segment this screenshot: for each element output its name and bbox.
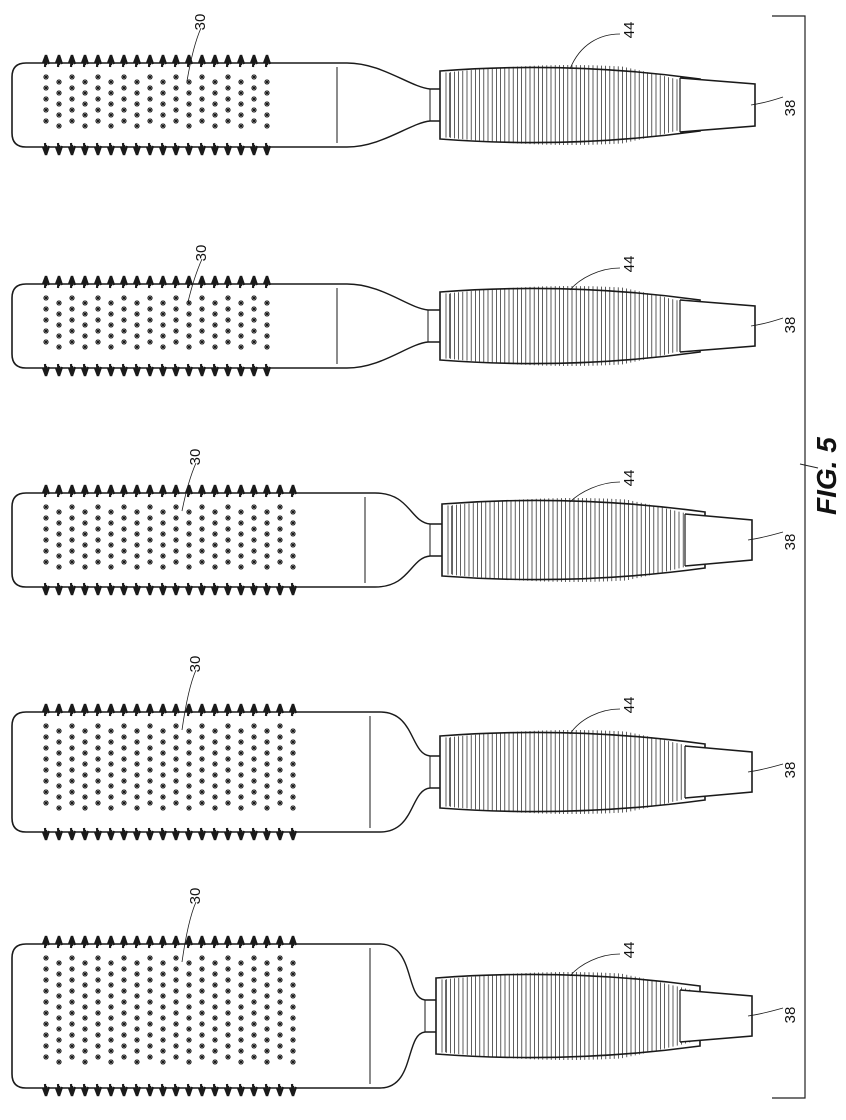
- ribbed-grip: [436, 972, 700, 1060]
- ref-44: 44: [621, 697, 638, 714]
- ref-30: 30: [187, 449, 204, 466]
- barrel-frame: [12, 944, 345, 1088]
- ref-44: 44: [621, 942, 638, 959]
- bristle-field: [43, 276, 270, 376]
- ribbed-grip: [440, 730, 705, 814]
- ref-30: 30: [193, 245, 210, 262]
- handle-neck: [312, 63, 440, 147]
- brush-5: 30 44 38: [12, 888, 799, 1096]
- barrel-frame: [12, 712, 345, 832]
- bristle-field: [43, 485, 296, 595]
- bristle-field: [43, 55, 270, 155]
- ref-38: 38: [782, 762, 799, 779]
- brush-4: 30 44 38: [12, 656, 799, 840]
- end-cap: [680, 300, 755, 352]
- ref-38: 38: [782, 1007, 799, 1024]
- end-cap: [680, 78, 755, 132]
- figure-label: FIG. 5: [811, 437, 842, 515]
- ref-38: 38: [782, 317, 799, 334]
- end-cap: [685, 746, 752, 798]
- handle-neck: [340, 493, 442, 587]
- ref-38: 38: [782, 534, 799, 551]
- brush-1: 30 44 38: [12, 14, 799, 155]
- ribbed-grip: [440, 65, 700, 145]
- end-cap: [685, 514, 752, 566]
- ref-38: 38: [782, 100, 799, 117]
- ribbed-grip: [442, 498, 705, 582]
- ref-30: 30: [187, 888, 204, 905]
- ref-30: 30: [187, 656, 204, 673]
- ribbed-grip: [440, 286, 700, 366]
- ref-44: 44: [621, 256, 638, 273]
- handle-neck: [345, 944, 436, 1088]
- end-cap: [680, 990, 752, 1042]
- ref-44: 44: [621, 470, 638, 487]
- brush-3: 30 44 38: [12, 449, 799, 595]
- figure-border: [772, 16, 818, 1098]
- bristle-field: [43, 704, 296, 840]
- handle-neck: [345, 712, 440, 832]
- ref-44: 44: [621, 22, 638, 39]
- handle-neck: [312, 284, 440, 368]
- brush-2: 30 44 38: [12, 245, 799, 376]
- bristle-field: [43, 936, 296, 1096]
- ref-30: 30: [192, 14, 209, 31]
